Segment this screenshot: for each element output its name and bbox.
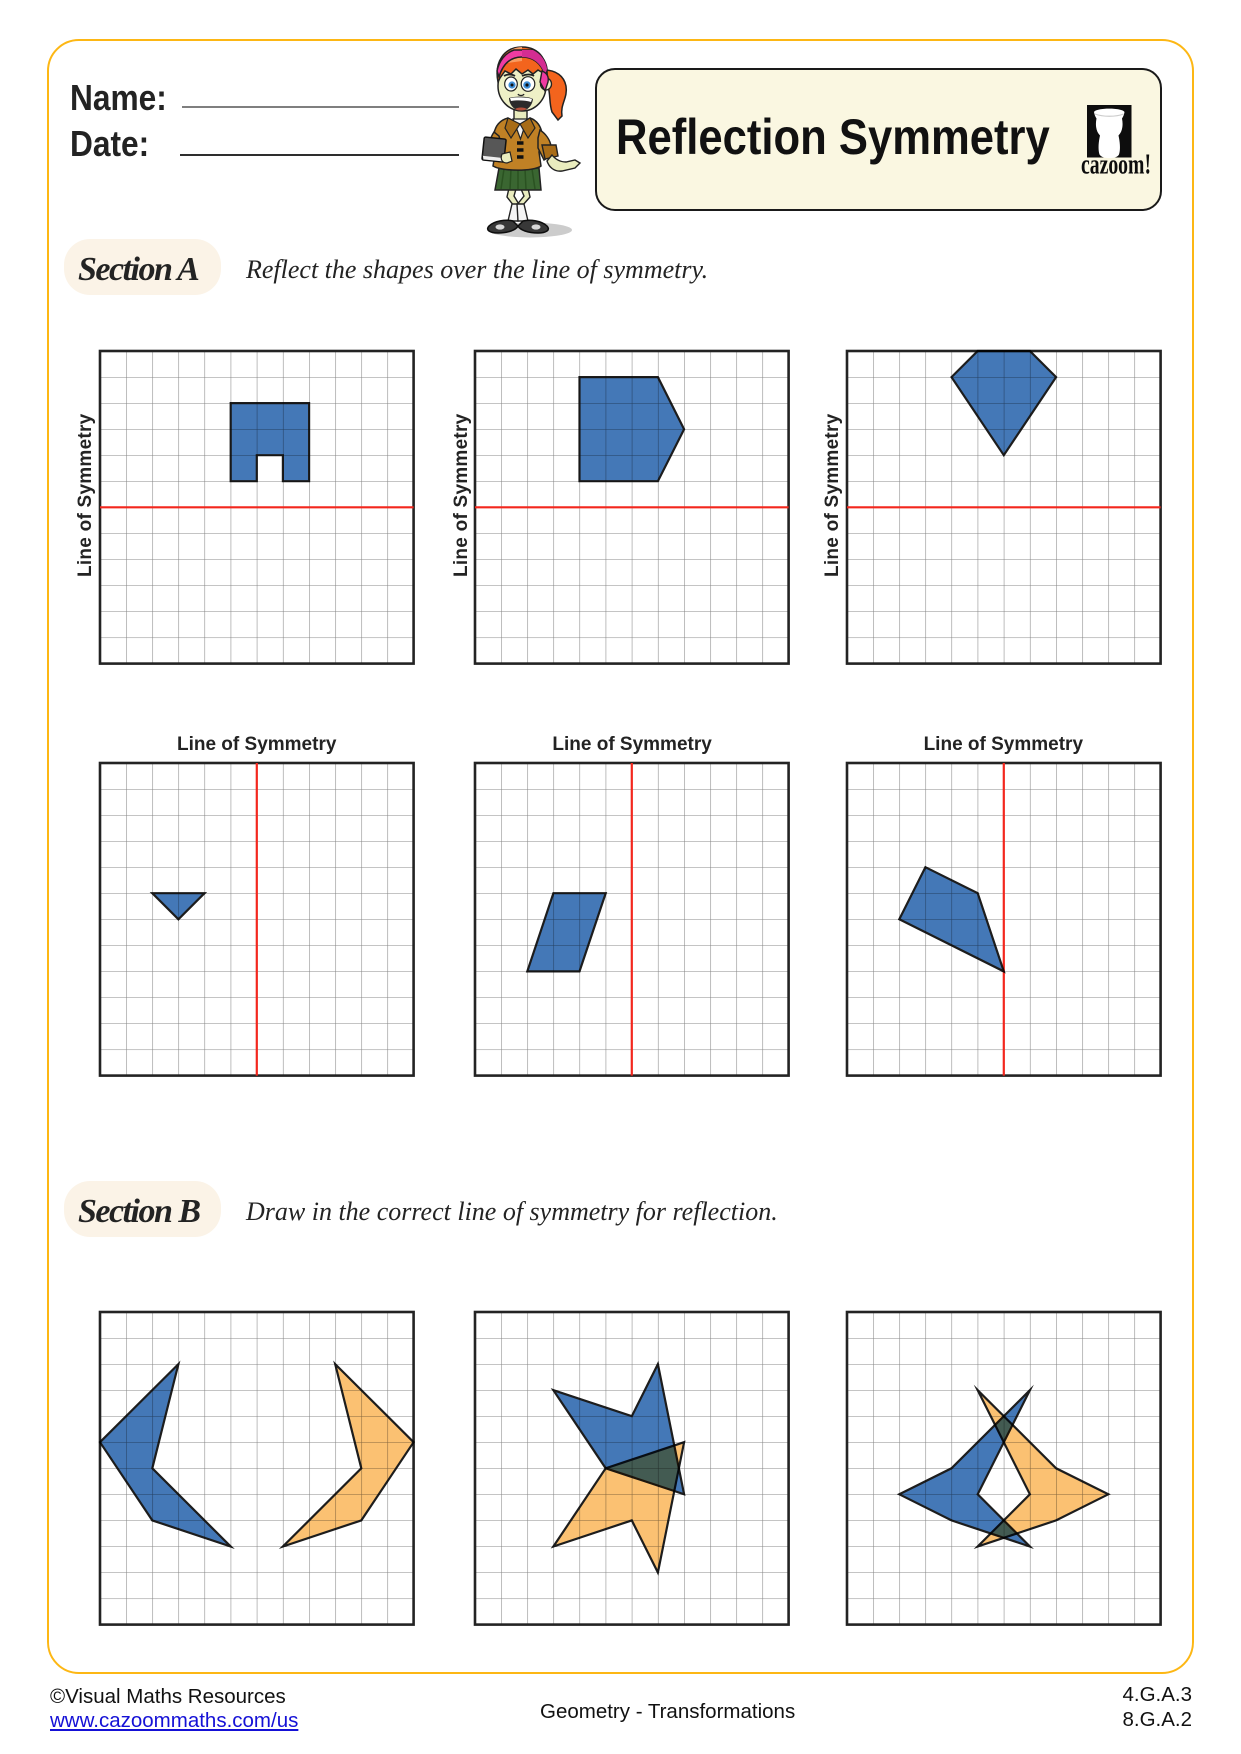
svg-text:cazoom!: cazoom! [1081,148,1151,178]
